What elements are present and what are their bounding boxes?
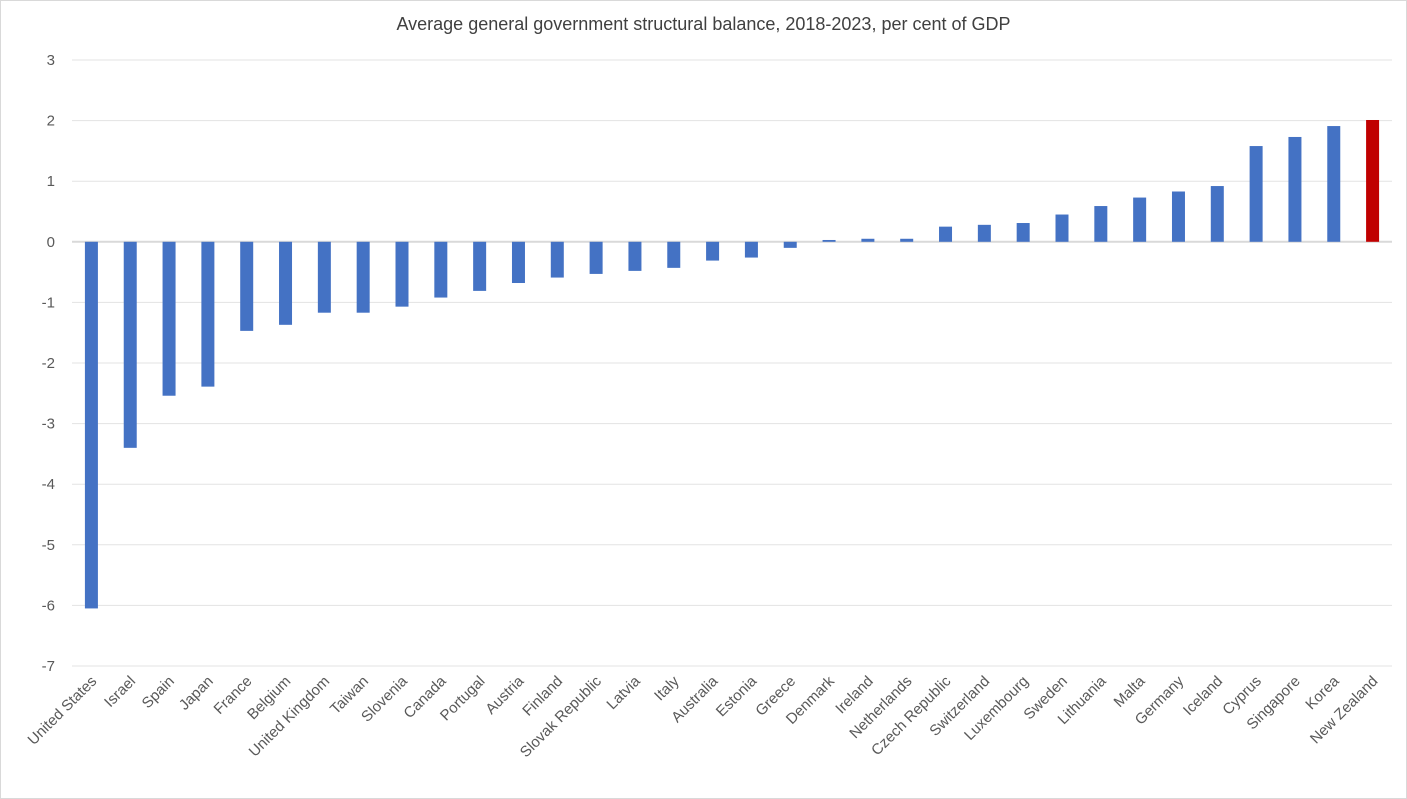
y-tick-label: 2: [47, 113, 55, 130]
bar-germany: [1171, 191, 1185, 242]
bar-iceland: [1210, 186, 1224, 242]
y-tick-label: -5: [42, 537, 55, 554]
y-tick-label: 0: [47, 234, 55, 251]
y-tick-label: 1: [47, 173, 55, 190]
bar-taiwan: [356, 241, 370, 313]
bar-austria: [511, 241, 525, 284]
x-tick-label: Italy: [651, 672, 683, 704]
x-tick-label: Israel: [101, 673, 139, 711]
bar-korea: [1327, 126, 1341, 242]
y-tick-label: -3: [42, 416, 55, 433]
bar-sweden: [1055, 214, 1069, 242]
bar-netherlands: [900, 238, 914, 242]
bar-czech-republic: [939, 226, 953, 242]
bar-singapore: [1288, 136, 1302, 242]
bar-lithuania: [1094, 206, 1108, 242]
bar-united-states: [84, 241, 98, 609]
bar-italy: [667, 241, 681, 268]
y-tick-label: -4: [42, 476, 55, 493]
bar-greece: [783, 241, 797, 248]
bar-malta: [1133, 197, 1147, 242]
bar-ireland: [861, 238, 875, 242]
y-tick-label: -1: [42, 294, 55, 311]
x-tick-label: Japan: [176, 673, 217, 714]
bar-japan: [201, 241, 215, 387]
bar-finland: [550, 241, 564, 278]
bar-luxembourg: [1016, 223, 1030, 242]
bar-denmark: [822, 239, 836, 242]
x-tick-label: United States: [25, 673, 101, 749]
bar-israel: [123, 241, 137, 448]
y-tick-label: -6: [42, 597, 55, 614]
x-tick-label: Austria: [482, 672, 527, 717]
bar-france: [240, 241, 254, 331]
bar-belgium: [279, 241, 293, 325]
chart-title: Average general government structural ba…: [396, 14, 1011, 34]
y-tick-label: 3: [47, 52, 55, 69]
bar-switzerland: [977, 224, 991, 242]
bar-latvia: [628, 241, 642, 271]
bar-slovenia: [395, 241, 409, 307]
bar-estonia: [744, 241, 758, 258]
y-tick-label: -7: [42, 658, 55, 675]
bar-slovak-republic: [589, 241, 603, 274]
x-tick-label: Spain: [139, 673, 178, 712]
x-tick-label: Iceland: [1180, 673, 1226, 719]
bar-united-kingdom: [317, 241, 331, 313]
bar-portugal: [473, 241, 487, 291]
x-tick-label: Latvia: [603, 672, 644, 713]
y-tick-label: -2: [42, 355, 55, 372]
x-tick-label: Estonia: [713, 672, 761, 720]
bar-spain: [162, 241, 176, 396]
bar-canada: [434, 241, 448, 298]
bar-new-zealand: [1366, 119, 1380, 242]
bar-australia: [706, 241, 720, 261]
bar-cyprus: [1249, 146, 1263, 242]
